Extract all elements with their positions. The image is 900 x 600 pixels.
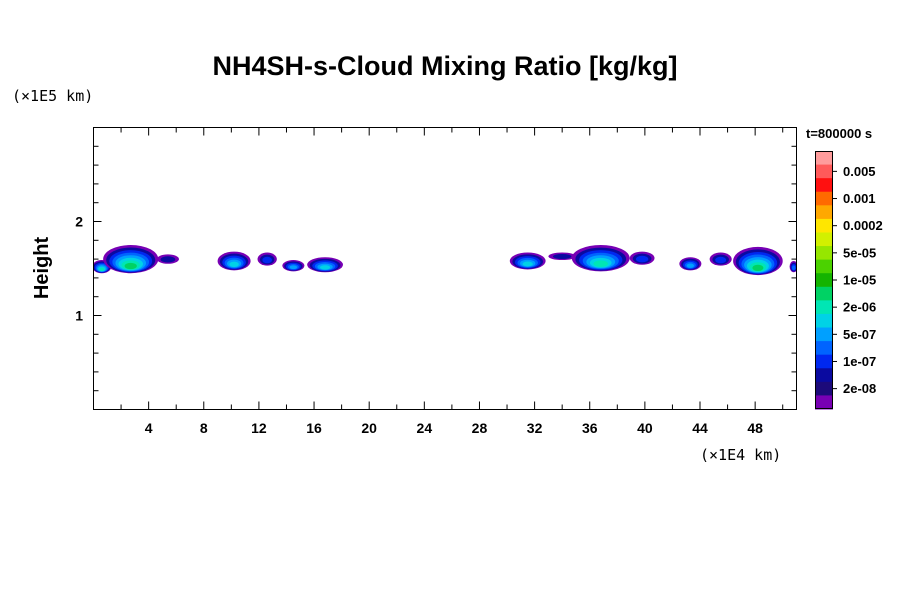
- colorbar-swatch: [815, 178, 833, 193]
- x-tick-label: 20: [361, 420, 377, 436]
- cloud-patch: [679, 257, 702, 271]
- plot-frame: [93, 127, 797, 410]
- cloud-level: [289, 265, 298, 270]
- cloud-patch: [509, 252, 546, 270]
- colorbar-label: 5e-05: [843, 245, 876, 260]
- colorbar-swatch: [815, 191, 833, 206]
- colorbar-label: 2e-06: [843, 300, 876, 315]
- cloud-patch: [307, 257, 343, 273]
- colorbar-swatch: [815, 205, 833, 220]
- colorbar-swatch: [815, 395, 833, 410]
- x-tick-label: 44: [692, 420, 708, 436]
- cloud-patch: [282, 260, 305, 272]
- cloud-level: [593, 260, 608, 267]
- x-tick-label: 4: [145, 420, 153, 436]
- x-tick-label: 32: [527, 420, 543, 436]
- cloud-field: [93, 245, 796, 276]
- colorbar-swatch: [815, 327, 833, 342]
- y-axis-label: Height: [31, 237, 53, 300]
- x-unit-label: (×1E4 km): [700, 446, 781, 464]
- cloud-patch: [629, 251, 655, 265]
- colorbar-label: 1e-05: [843, 273, 876, 288]
- colorbar-swatch: [815, 381, 833, 396]
- cloud-level: [124, 262, 137, 270]
- cloud-level: [262, 256, 273, 264]
- colorbar-frame: [815, 151, 833, 409]
- colorbar-label: 1e-07: [843, 354, 876, 369]
- x-tick-label: 8: [200, 420, 208, 436]
- colorbar-swatch: [815, 286, 833, 301]
- cloud-patch: [156, 254, 179, 264]
- cloud-patch: [217, 251, 251, 271]
- colorbar-swatch: [815, 313, 833, 329]
- colorbar-label: 0.0002: [843, 218, 883, 233]
- x-tick-label: 40: [637, 420, 653, 436]
- cloud-patch: [257, 252, 277, 266]
- cloud-level: [752, 264, 764, 272]
- colorbar-swatch: [815, 151, 833, 166]
- y-unit-label: (×1E5 km): [12, 87, 93, 105]
- time-label: t=800000 s: [806, 126, 872, 141]
- colorbar-swatch: [815, 341, 833, 356]
- cloud-patch: [548, 252, 576, 261]
- colorbar-swatch: [815, 218, 833, 233]
- x-tick-label: 28: [472, 420, 488, 436]
- colorbar-swatch: [815, 259, 833, 274]
- x-tick-label: 48: [747, 420, 763, 436]
- cloud-patch: [571, 245, 630, 272]
- colorbar-swatch: [815, 368, 833, 383]
- cloud-level: [99, 267, 105, 272]
- cloud-level: [319, 265, 331, 270]
- cloud-patch: [103, 245, 159, 274]
- colorbar-label: 0.005: [843, 164, 876, 179]
- x-tick-label: 16: [306, 420, 322, 436]
- cloud-patch: [789, 260, 796, 273]
- cloud-level: [715, 256, 727, 264]
- colorbar-swatch: [815, 273, 833, 288]
- y-tick-label: 2: [75, 214, 83, 230]
- cloud-level: [552, 254, 572, 260]
- colorbar-swatch: [815, 246, 833, 261]
- colorbar-swatch: [815, 300, 833, 315]
- cloud-level: [160, 256, 176, 263]
- cloud-patch: [733, 246, 783, 276]
- y-tick-label: 1: [75, 308, 83, 324]
- x-tick-label: 24: [417, 420, 433, 436]
- colorbar-label: 0.001: [843, 191, 876, 206]
- x-tick-label: 12: [251, 420, 267, 436]
- cloud-level: [792, 265, 796, 271]
- cloud-level: [635, 255, 649, 263]
- cloud-level: [522, 261, 533, 267]
- x-tick-label: 36: [582, 420, 598, 436]
- colorbar-label: 5e-07: [843, 327, 876, 342]
- colorbar-swatch: [815, 164, 833, 179]
- cloud-patch: [709, 252, 732, 266]
- colorbar-swatch: [815, 232, 833, 247]
- colorbar: 0.005 0.001 0.0002 5e-05 1e-05 2e-06 5e-07 1e-0…: [815, 151, 883, 410]
- cloud-level: [229, 261, 239, 267]
- colorbar-swatch: [815, 354, 833, 369]
- cloud-level: [686, 263, 695, 268]
- colorbar-label: 2e-08: [843, 381, 876, 396]
- chart-title: NH4SH-s-Cloud Mixing Ratio [kg/kg]: [213, 51, 678, 81]
